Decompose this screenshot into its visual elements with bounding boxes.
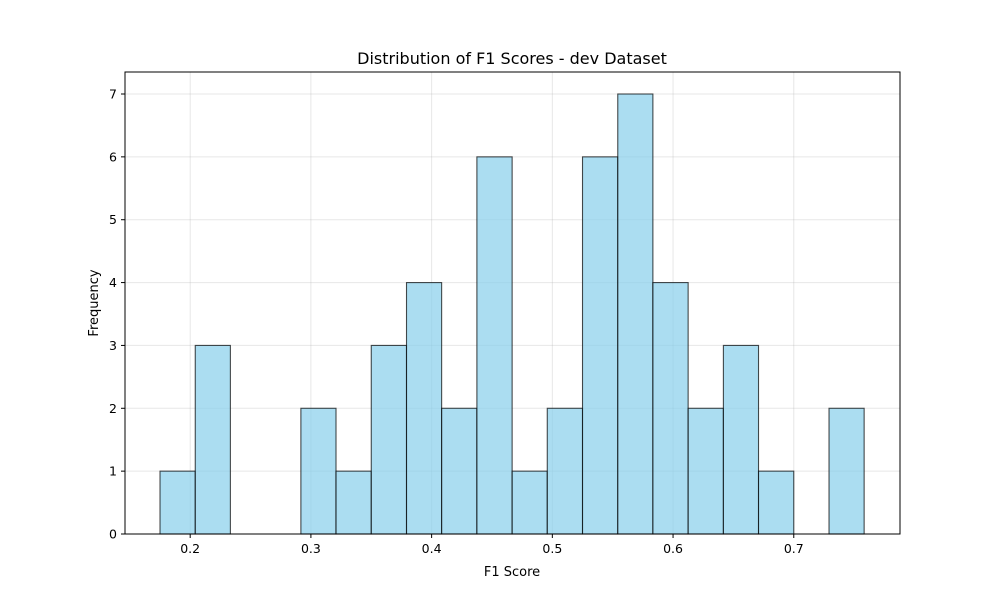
histogram-bar (581, 156, 619, 535)
histogram-bar (441, 407, 478, 535)
histogram-bar (828, 407, 865, 535)
x-tick-label: 0.2 (180, 541, 200, 556)
plot-area-frame (124, 71, 901, 535)
histogram-bar (652, 282, 689, 535)
chart-title: Distribution of F1 Scores - dev Dataset (357, 49, 667, 68)
histogram-bar (511, 470, 548, 535)
x-tick-label: 0.4 (422, 541, 442, 556)
histogram-bar (300, 407, 337, 535)
y-tick-label: 7 (109, 87, 117, 102)
histogram-bar (194, 344, 231, 535)
y-tick-label: 1 (109, 464, 117, 479)
y-tick-label: 3 (109, 338, 117, 353)
y-axis-label: Frequency (87, 269, 102, 336)
y-tick-label: 0 (109, 527, 117, 542)
y-tick-label: 6 (109, 149, 117, 164)
histogram-bar (757, 470, 795, 535)
histogram-bar (159, 470, 196, 535)
x-tick-label: 0.7 (784, 541, 804, 556)
histogram-bar (546, 407, 584, 535)
y-tick-label: 4 (109, 275, 117, 290)
histogram-bar (370, 344, 408, 535)
histogram-bar (405, 282, 443, 535)
x-axis-label: F1 Score (484, 565, 540, 580)
histogram-bar (687, 407, 724, 535)
histogram-bar (722, 344, 760, 535)
x-axis-ticks: 0.2 0.3 0.4 0.5 0.6 0.7 (180, 534, 804, 556)
histogram-bar (476, 156, 513, 535)
x-tick-label: 0.3 (301, 541, 321, 556)
y-tick-label: 5 (109, 212, 117, 227)
x-tick-label: 0.6 (663, 541, 683, 556)
histogram-bar (335, 470, 372, 535)
y-tick-label: 2 (109, 401, 117, 416)
histogram-bar (617, 93, 654, 535)
y-axis-ticks: 0 1 2 3 4 5 6 7 (109, 87, 125, 542)
histogram-bars (159, 93, 865, 535)
x-tick-label: 0.5 (542, 541, 562, 556)
